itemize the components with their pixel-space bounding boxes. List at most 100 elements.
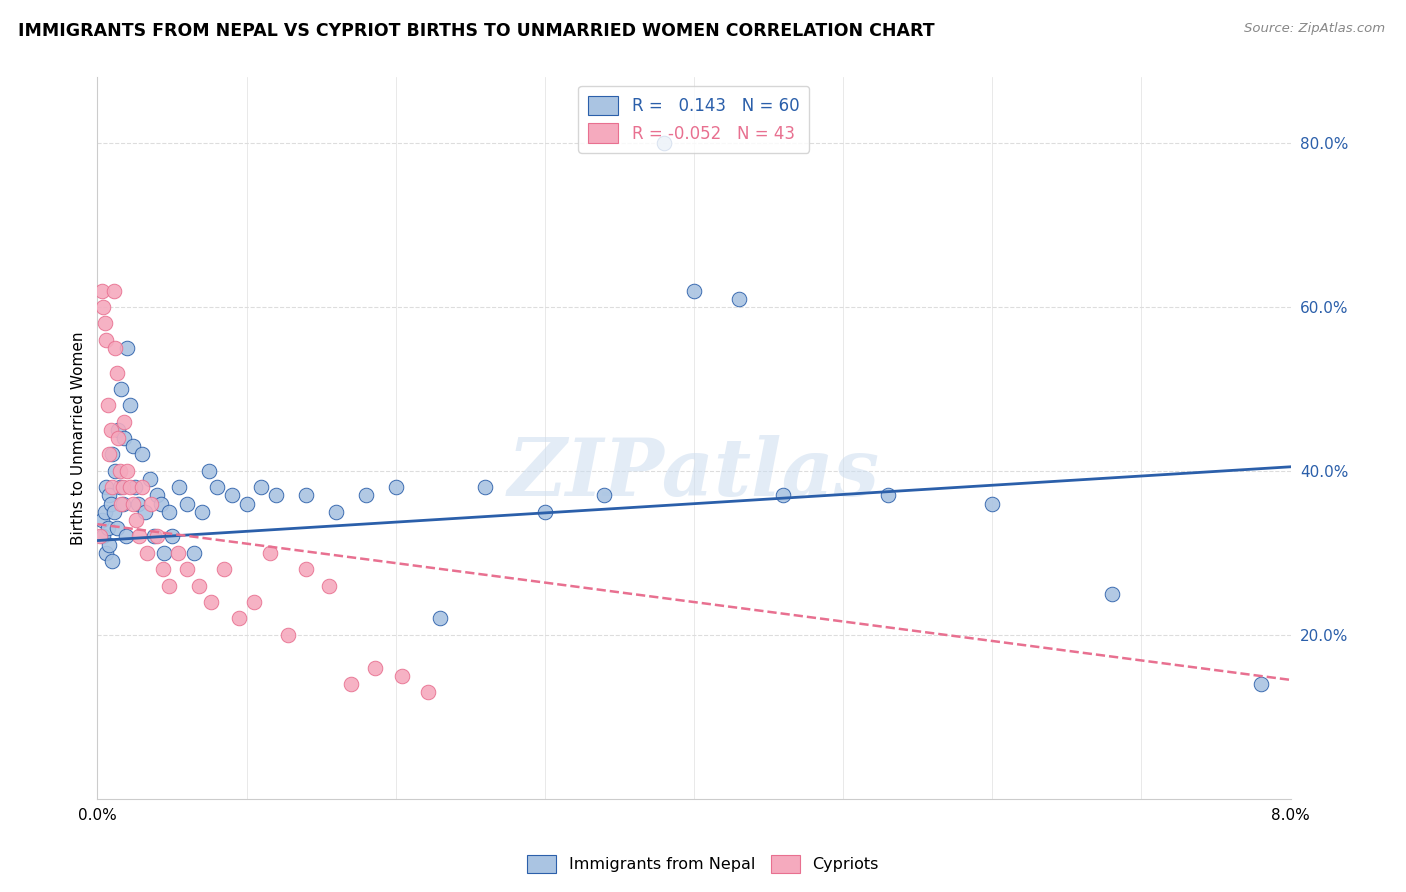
Point <box>259 546 281 560</box>
Point <box>157 505 180 519</box>
Point <box>325 505 347 519</box>
Point <box>134 505 156 519</box>
Point <box>384 480 406 494</box>
Point <box>131 448 153 462</box>
Point <box>187 579 209 593</box>
Point <box>150 497 173 511</box>
Point <box>96 333 118 347</box>
Point <box>157 579 180 593</box>
Point <box>100 423 122 437</box>
Text: IMMIGRANTS FROM NEPAL VS CYPRIOT BIRTHS TO UNMARRIED WOMEN CORRELATION CHART: IMMIGRANTS FROM NEPAL VS CYPRIOT BIRTHS … <box>18 22 935 40</box>
Point <box>104 341 127 355</box>
Point <box>727 292 749 306</box>
Point <box>107 431 129 445</box>
Point <box>125 513 148 527</box>
Point <box>122 497 145 511</box>
Point <box>146 529 169 543</box>
Point <box>205 480 228 494</box>
Point <box>110 382 132 396</box>
Point <box>340 677 363 691</box>
Point <box>112 431 135 445</box>
Point <box>143 529 166 543</box>
Point <box>160 529 183 543</box>
Point <box>120 480 142 494</box>
Point <box>138 472 160 486</box>
Point <box>183 546 205 560</box>
Point <box>135 546 157 560</box>
Point <box>90 284 112 298</box>
Point <box>131 480 153 494</box>
Point <box>94 505 117 519</box>
Point <box>110 497 132 511</box>
Point <box>1250 677 1272 691</box>
Point <box>101 480 124 494</box>
Point <box>98 448 121 462</box>
Point <box>593 488 616 502</box>
Point <box>100 497 122 511</box>
Point <box>364 660 387 674</box>
Point <box>146 488 169 502</box>
Point <box>97 398 120 412</box>
Point <box>295 488 318 502</box>
Legend: Immigrants from Nepal, Cypriots: Immigrants from Nepal, Cypriots <box>520 848 886 880</box>
Point <box>105 521 128 535</box>
Point <box>391 669 413 683</box>
Point <box>89 529 111 543</box>
Point <box>266 488 288 502</box>
Point <box>295 562 318 576</box>
Point <box>96 480 118 494</box>
Point <box>101 554 124 568</box>
Point <box>96 546 118 560</box>
Point <box>120 398 142 412</box>
Point <box>652 136 675 150</box>
Point <box>128 529 150 543</box>
Point <box>112 415 135 429</box>
Point <box>101 448 124 462</box>
Point <box>91 529 114 543</box>
Point <box>111 480 134 494</box>
Point <box>105 366 128 380</box>
Point <box>235 497 257 511</box>
Point <box>108 464 131 478</box>
Point <box>176 497 198 511</box>
Point <box>429 611 451 625</box>
Point <box>250 480 273 494</box>
Point <box>103 505 125 519</box>
Point <box>169 480 191 494</box>
Point <box>474 480 496 494</box>
Point <box>98 538 121 552</box>
Point <box>1101 587 1123 601</box>
Point <box>418 685 440 699</box>
Point <box>354 488 377 502</box>
Point <box>533 505 555 519</box>
Point <box>152 562 174 576</box>
Point <box>115 341 138 355</box>
Point <box>139 497 162 511</box>
Point <box>98 488 121 502</box>
Point <box>91 300 114 314</box>
Point <box>108 480 131 494</box>
Point <box>190 505 212 519</box>
Point <box>104 464 127 478</box>
Point <box>114 529 136 543</box>
Point <box>683 284 706 298</box>
Point <box>107 423 129 437</box>
Text: Source: ZipAtlas.com: Source: ZipAtlas.com <box>1244 22 1385 36</box>
Point <box>876 488 898 502</box>
Point <box>176 562 198 576</box>
Point <box>127 497 149 511</box>
Point <box>243 595 266 609</box>
Point <box>198 464 221 478</box>
Legend: R =   0.143   N = 60, R = -0.052   N = 43: R = 0.143 N = 60, R = -0.052 N = 43 <box>578 86 810 153</box>
Point <box>90 513 112 527</box>
Text: ZIPatlas: ZIPatlas <box>508 435 880 513</box>
Point <box>221 488 243 502</box>
Point <box>981 497 1004 511</box>
Point <box>212 562 235 576</box>
Point <box>94 316 117 330</box>
Point <box>167 546 190 560</box>
Point <box>200 595 222 609</box>
Point <box>318 579 340 593</box>
Point <box>277 628 299 642</box>
Point <box>122 439 145 453</box>
